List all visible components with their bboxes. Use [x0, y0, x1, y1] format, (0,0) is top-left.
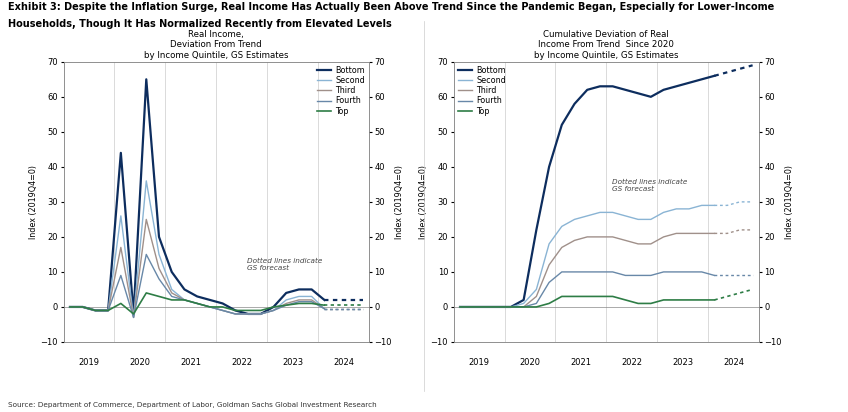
Y-axis label: Index (2019Q4=0): Index (2019Q4=0): [784, 165, 794, 239]
Text: 2022: 2022: [232, 358, 252, 367]
Text: 2024: 2024: [333, 358, 354, 367]
Y-axis label: Index (2019Q4=0): Index (2019Q4=0): [29, 165, 38, 239]
Title: Cumulative Deviation of Real
Income From Trend  Since 2020
by Income Quintile, G: Cumulative Deviation of Real Income From…: [534, 30, 678, 60]
Text: Exhibit 3: Despite the Inflation Surge, Real Income Has Actually Been Above Tren: Exhibit 3: Despite the Inflation Surge, …: [8, 2, 775, 12]
Text: 2020: 2020: [130, 358, 150, 367]
Text: 2024: 2024: [723, 358, 744, 367]
Text: 2019: 2019: [469, 358, 489, 367]
Text: 2020: 2020: [520, 358, 540, 367]
Legend: Bottom, Second, Third, Fourth, Top: Bottom, Second, Third, Fourth, Top: [458, 66, 506, 116]
Text: 2021: 2021: [571, 358, 591, 367]
Y-axis label: Index (2019Q4=0): Index (2019Q4=0): [419, 165, 428, 239]
Y-axis label: Index (2019Q4=0): Index (2019Q4=0): [394, 165, 404, 239]
Text: 2021: 2021: [181, 358, 201, 367]
Text: 2023: 2023: [282, 358, 303, 367]
Text: Source: Department of Commerce, Department of Labor, Goldman Sachs Global Invest: Source: Department of Commerce, Departme…: [8, 402, 377, 408]
Text: 2019: 2019: [79, 358, 99, 367]
Text: Households, Though It Has Normalized Recently from Elevated Levels: Households, Though It Has Normalized Rec…: [8, 19, 393, 28]
Legend: Bottom, Second, Third, Fourth, Top: Bottom, Second, Third, Fourth, Top: [316, 66, 365, 116]
Text: Dotted lines indicate
GS forecast: Dotted lines indicate GS forecast: [247, 258, 322, 271]
Text: Dotted lines indicate
GS forecast: Dotted lines indicate GS forecast: [612, 180, 688, 192]
Title: Real Income,
Deviation From Trend
by Income Quintile, GS Estimates: Real Income, Deviation From Trend by Inc…: [144, 30, 288, 60]
Text: 2023: 2023: [672, 358, 693, 367]
Text: 2022: 2022: [622, 358, 642, 367]
